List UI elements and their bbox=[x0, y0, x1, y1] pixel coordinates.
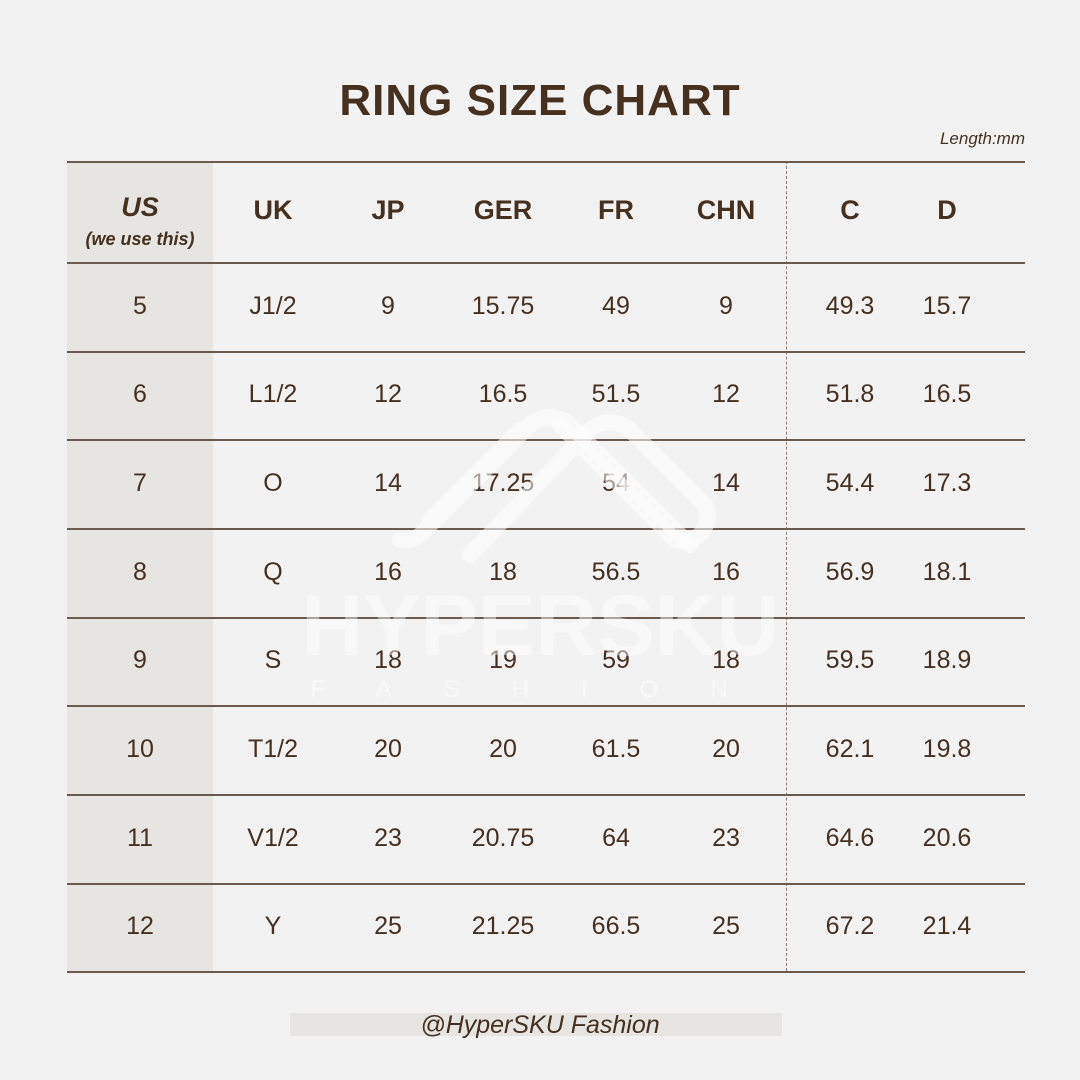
table-cell-us: 12 bbox=[126, 912, 154, 940]
table-cell-fr: 54 bbox=[602, 468, 630, 497]
row-divider bbox=[67, 883, 1025, 885]
header-uk: UK bbox=[253, 195, 293, 225]
table-cell-d: 18.1 bbox=[922, 557, 972, 586]
table-cell-uk: Y bbox=[264, 912, 282, 940]
row-divider bbox=[67, 528, 1025, 530]
table-cell-uk: O bbox=[263, 468, 283, 497]
table-cell-d: 18.9 bbox=[922, 646, 972, 674]
table-cell-ger: 20.75 bbox=[471, 823, 535, 852]
footer-handle: @HyperSKU Fashion bbox=[420, 1011, 660, 1039]
table-cell-chn: 12 bbox=[712, 380, 740, 408]
header-chn: CHN bbox=[696, 195, 756, 225]
table-cell-us: 8 bbox=[133, 557, 147, 586]
table-cell-c: 62.1 bbox=[825, 734, 875, 763]
table-cell-uk: J1/2 bbox=[249, 291, 297, 320]
table-cell-jp: 12 bbox=[374, 380, 402, 408]
table-cell-uk: V1/2 bbox=[247, 823, 299, 852]
table-cell-us: 5 bbox=[133, 291, 147, 320]
table-cell-c: 64.6 bbox=[825, 823, 875, 852]
table-cell-ger: 18 bbox=[489, 557, 517, 586]
table-cell-jp: 25 bbox=[374, 912, 402, 940]
table-cell-us: 7 bbox=[133, 468, 147, 497]
row-divider bbox=[67, 439, 1025, 441]
footer-bar bbox=[290, 1013, 782, 1036]
table-cell-chn: 16 bbox=[712, 557, 740, 586]
page-title: RING SIZE CHART bbox=[339, 76, 741, 125]
header-us: US bbox=[121, 192, 159, 222]
table-cell-fr: 64 bbox=[602, 823, 630, 852]
table-cell-ger: 19 bbox=[489, 646, 517, 674]
table-cell-uk: S bbox=[264, 646, 282, 674]
table-cell-d: 19.8 bbox=[922, 734, 972, 763]
table-cell-jp: 23 bbox=[374, 823, 402, 852]
table-cell-uk: T1/2 bbox=[247, 734, 299, 763]
table-cell-fr: 59 bbox=[602, 646, 630, 674]
row-divider bbox=[67, 794, 1025, 796]
header-c: C bbox=[840, 195, 860, 225]
table-cell-c: 67.2 bbox=[825, 912, 875, 940]
table-cell-fr: 61.5 bbox=[591, 734, 641, 763]
row-divider bbox=[67, 262, 1025, 264]
table-cell-chn: 14 bbox=[712, 468, 740, 497]
table-cell-jp: 20 bbox=[374, 734, 402, 763]
unit-note: Length:mm bbox=[939, 129, 1025, 148]
us-column-highlight bbox=[67, 161, 213, 971]
table-cell-ger: 16.5 bbox=[478, 380, 528, 408]
table-cell-us: 9 bbox=[133, 646, 147, 674]
table-cell-fr: 51.5 bbox=[591, 380, 641, 408]
us-subtitle: (we use this) bbox=[85, 229, 195, 249]
table-cell-chn: 18 bbox=[712, 646, 740, 674]
watermark-tagline: FASHION bbox=[310, 676, 779, 703]
table-cell-c: 49.3 bbox=[825, 291, 875, 320]
table-cell-us: 10 bbox=[126, 734, 154, 763]
table-cell-d: 20.6 bbox=[922, 823, 972, 852]
table-cell-ger: 20 bbox=[489, 734, 517, 763]
table-cell-uk: L1/2 bbox=[248, 380, 298, 408]
header-ger: GER bbox=[473, 195, 533, 225]
table-cell-c: 54.4 bbox=[825, 468, 875, 497]
header-d: D bbox=[937, 195, 957, 225]
header-jp: JP bbox=[371, 195, 405, 225]
table-cell-jp: 9 bbox=[381, 291, 395, 320]
table-cell-ger: 21.25 bbox=[471, 912, 535, 940]
table-cell-uk: Q bbox=[263, 557, 283, 586]
table-cell-chn: 23 bbox=[712, 823, 740, 852]
row-divider bbox=[67, 971, 1025, 973]
table-cell-jp: 18 bbox=[374, 646, 402, 674]
table-cell-fr: 49 bbox=[602, 291, 630, 320]
row-divider bbox=[67, 351, 1025, 353]
watermark-brand: HYPERSKU bbox=[301, 578, 779, 674]
table-cell-jp: 14 bbox=[374, 468, 402, 497]
table-cell-c: 56.9 bbox=[825, 557, 875, 586]
table-cell-d: 21.4 bbox=[922, 912, 972, 940]
table-cell-d: 16.5 bbox=[922, 380, 972, 408]
row-divider bbox=[67, 161, 1025, 163]
row-divider bbox=[67, 705, 1025, 707]
table-cell-chn: 20 bbox=[712, 734, 740, 763]
table-cell-c: 51.8 bbox=[825, 380, 875, 408]
table-cell-jp: 16 bbox=[374, 557, 402, 586]
table-cell-ger: 15.75 bbox=[471, 291, 535, 320]
table-cell-us: 11 bbox=[127, 823, 153, 852]
table-cell-d: 17.3 bbox=[922, 468, 972, 497]
table-cell-fr: 56.5 bbox=[591, 557, 641, 586]
row-divider bbox=[67, 617, 1025, 619]
table-cell-ger: 17.25 bbox=[471, 468, 535, 497]
table-cell-us: 6 bbox=[133, 380, 147, 408]
table-cell-c: 59.5 bbox=[825, 646, 875, 674]
table-cell-d: 15.7 bbox=[922, 291, 972, 320]
table-cell-fr: 66.5 bbox=[591, 912, 641, 940]
header-fr: FR bbox=[598, 195, 634, 225]
table-cell-chn: 25 bbox=[712, 912, 740, 940]
column-divider bbox=[786, 161, 787, 971]
table-cell-chn: 9 bbox=[719, 291, 733, 320]
